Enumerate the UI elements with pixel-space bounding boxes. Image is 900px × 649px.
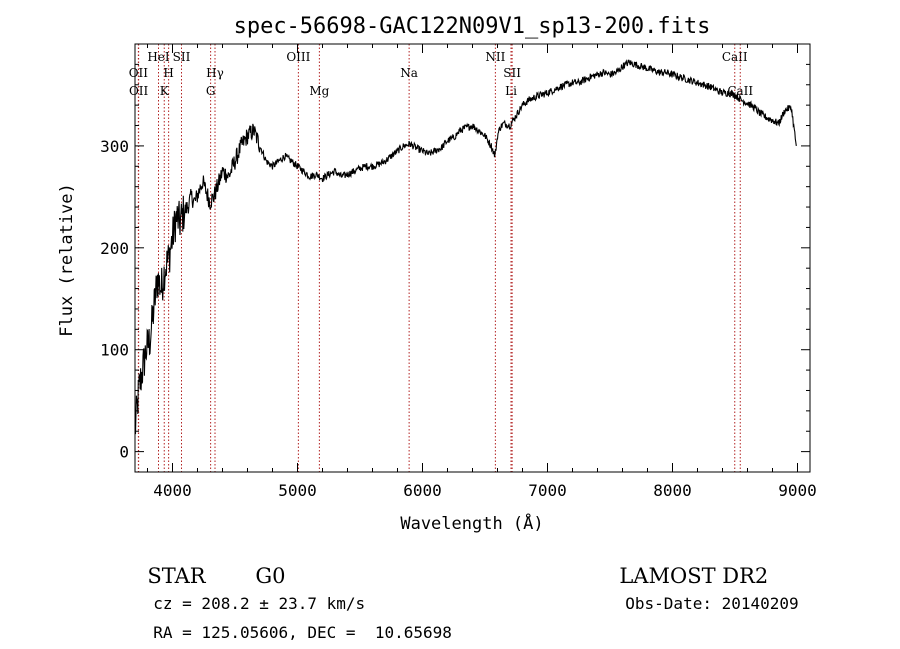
- marker-label-1: OII: [129, 84, 149, 98]
- coordinates: RA = 125.05606, DEC = 10.65698: [134, 604, 452, 642]
- marker-label-12: Li: [505, 84, 517, 98]
- x-tick-label-1: 5000: [278, 481, 317, 500]
- marker-label-13: SII: [503, 66, 521, 80]
- marker-label-14: CaII: [722, 50, 748, 64]
- marker-label-2: HeI: [147, 50, 170, 64]
- survey-name-label: LAMOST DR2: [619, 564, 769, 588]
- y-tick-label-2: 200: [100, 239, 129, 258]
- marker-label-4: H: [163, 66, 173, 80]
- y-tick-label-0: 0: [119, 443, 129, 462]
- spectrum-line: [134, 59, 797, 435]
- marker-label-3: SII: [173, 50, 191, 64]
- marker-label-6: Hγ: [206, 66, 224, 80]
- x-axis-ticks: 4000 5000 6000 7000 8000 9000: [147, 44, 817, 500]
- x-tick-label-3: 7000: [528, 481, 567, 500]
- x-axis-label: Wavelength (Å): [400, 512, 543, 534]
- survey-name: LAMOST DR2: [606, 540, 768, 588]
- y-tick-label-1: 100: [100, 341, 129, 360]
- observation-date: Obs-Date: 20140209: [606, 575, 799, 613]
- plot-frame: [134, 43, 811, 473]
- chart-title: spec-56698-GAC122N09V1_sp13-200.fits: [234, 14, 711, 39]
- object-subclass-label: G0: [255, 564, 286, 588]
- marker-label-10: Na: [400, 66, 418, 80]
- y-axis-label: Flux (relative): [57, 183, 77, 337]
- marker-label-5: K: [160, 84, 170, 98]
- redshift-text: cz = 208.2 ± 23.7 km/s: [153, 594, 366, 613]
- marker-label-9: Mg: [309, 84, 329, 98]
- x-tick-label-4: 8000: [653, 481, 692, 500]
- x-tick-label-2: 6000: [403, 481, 442, 500]
- observation-date-text: Obs-Date: 20140209: [625, 594, 799, 613]
- x-tick-label-5: 9000: [778, 481, 817, 500]
- x-tick-label-0: 4000: [153, 481, 192, 500]
- object-class: STAR: [134, 540, 206, 588]
- marker-label-8: OIII: [286, 50, 310, 64]
- y-tick-label-3: 300: [100, 137, 129, 156]
- marker-label-7: G: [206, 84, 216, 98]
- y-axis-ticks: 0 100 200 300: [100, 63, 810, 462]
- marker-label-11: NII: [485, 50, 505, 64]
- object-class-label: STAR: [147, 564, 206, 588]
- object-subclass: G0: [242, 540, 286, 588]
- redshift-info: cz = 208.2 ± 23.7 km/s: [134, 575, 365, 613]
- coordinates-text: RA = 125.05606, DEC = 10.65698: [153, 623, 452, 642]
